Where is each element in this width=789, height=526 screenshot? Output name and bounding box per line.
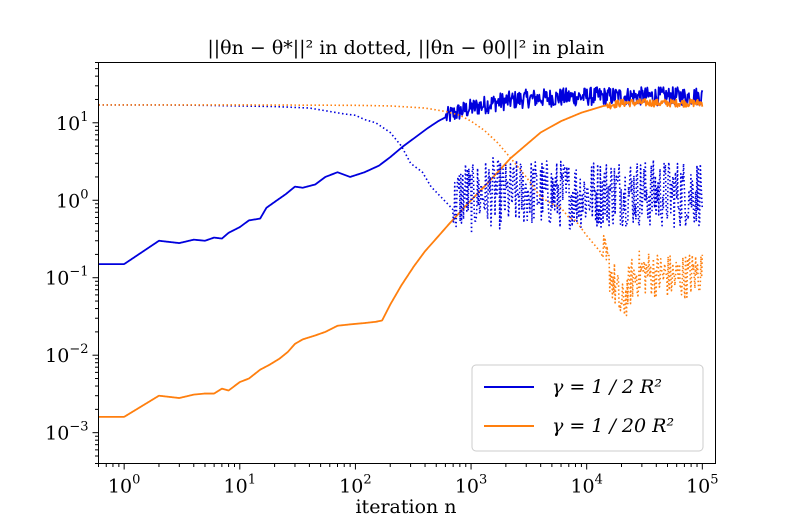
plot-frame [98,62,716,464]
x-tick-label-5: 105 [686,473,718,498]
legend: γ = 1 / 2 R² γ = 1 / 20 R² [471,364,704,452]
y-tick-label-2: 10−1 [45,265,88,290]
legend-label-series-0: γ = 1 / 2 R² [552,376,662,398]
legend-label-series-1: γ = 1 / 20 R² [552,415,674,437]
x-tick-label-2: 102 [339,473,371,498]
x-axis-label: iteration n [355,496,456,518]
series-line-2 [98,104,704,235]
series-line-3 [98,104,704,317]
y-tick-label-4: 101 [56,110,88,135]
chart-title: ||θn − θ*||² in dotted, ||θn − θ0||² in … [207,37,604,59]
y-tick-label-1: 10−2 [45,342,88,367]
y-tick-label-3: 100 [56,187,88,212]
x-tick-label-4: 104 [570,473,602,498]
axis-ticks: 100 101 102 103 104 105 10−3 10−2 10−1 100 101 [45,62,719,498]
series-line-0 [98,86,704,265]
y-tick-label-0: 10−3 [45,420,88,445]
x-tick-label-3: 103 [455,473,487,498]
x-tick-label-0: 100 [108,473,140,498]
x-tick-label-1: 101 [224,473,256,498]
series-line-1 [98,98,704,418]
plot-lines [98,86,704,418]
